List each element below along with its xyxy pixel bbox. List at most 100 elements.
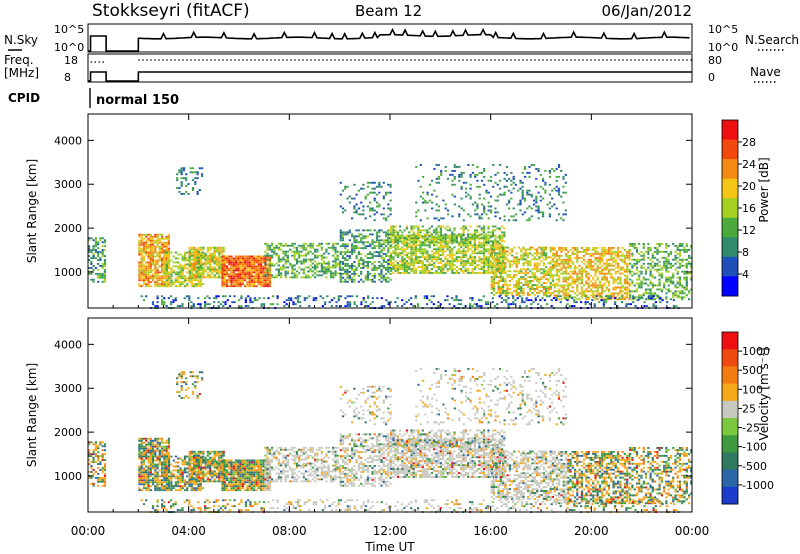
power-cell (545, 252, 548, 255)
power-cell (612, 286, 615, 289)
power-cell (237, 267, 240, 270)
power-cell (524, 268, 527, 271)
power-cell (607, 264, 611, 267)
power-cell (318, 242, 321, 245)
power-cell (103, 255, 107, 257)
power-cell (351, 251, 354, 254)
power-cell (526, 262, 530, 265)
power-cell (403, 254, 406, 257)
power-cell (669, 264, 673, 267)
power-cell (558, 264, 561, 267)
power-cell (524, 278, 527, 281)
power-cell (482, 246, 486, 249)
power-cell (487, 225, 490, 228)
power-cell (190, 264, 194, 267)
power-cell (188, 276, 191, 279)
power-cell (332, 272, 335, 275)
power-cell (491, 229, 495, 232)
power-cell (681, 270, 684, 273)
power-cell (259, 269, 263, 272)
power-cell (517, 262, 520, 265)
power-cell (181, 273, 184, 276)
power-cell (520, 276, 523, 279)
power-cell (202, 251, 205, 254)
power-cell (405, 238, 409, 241)
power-cell (676, 290, 679, 293)
power-cell (631, 270, 634, 273)
power-cell (545, 258, 548, 261)
power-cell (658, 264, 661, 267)
power-cell (302, 254, 305, 257)
power-cell (389, 301, 392, 304)
power-cell (373, 261, 376, 263)
power-cell (248, 263, 251, 266)
power-cell (626, 250, 629, 253)
power-cell (380, 272, 383, 275)
power-cell (364, 197, 367, 200)
power-cell (264, 273, 267, 276)
power-cell (373, 280, 376, 283)
power-cell (387, 183, 390, 186)
power-cell (230, 283, 233, 286)
power-cell (612, 296, 615, 299)
power-cell (469, 197, 472, 200)
power-cell (460, 303, 463, 306)
power-cell (403, 229, 406, 232)
power-cell (412, 244, 415, 247)
power-cell (177, 267, 180, 270)
power-cell (553, 260, 556, 263)
power-cell (506, 294, 509, 296)
power-cell (211, 256, 214, 259)
power-cell (255, 271, 258, 274)
power-cell (193, 252, 196, 255)
power-cell (508, 292, 511, 294)
power-cell (524, 262, 527, 265)
power-cell (511, 248, 514, 251)
power-cell (208, 297, 211, 300)
power-cell (378, 205, 381, 208)
power-cell (426, 237, 429, 240)
power-cell (506, 290, 509, 292)
power-cell (378, 191, 381, 194)
power-cell (506, 288, 509, 290)
freq-label-1: Freq. (4, 53, 34, 67)
power-cell (304, 258, 308, 261)
power-cell (387, 261, 390, 263)
power-cell (318, 274, 321, 277)
power-cell (266, 283, 269, 286)
power-cell (410, 254, 413, 257)
power-cell (594, 294, 597, 297)
power-cell (598, 286, 602, 289)
power-cell (392, 250, 395, 253)
power-cell (471, 236, 474, 239)
power-cell (239, 279, 242, 282)
power-cell (195, 285, 198, 288)
power-cell (228, 281, 231, 284)
power-cell (502, 276, 505, 279)
power-cell (649, 298, 652, 301)
power-cell (553, 254, 556, 257)
power-cell (658, 268, 661, 271)
power-cell (629, 262, 632, 265)
power-cell (485, 213, 488, 216)
power-cell (302, 268, 305, 271)
power-cell (94, 267, 97, 269)
power-cell (504, 284, 507, 286)
power-cell (167, 233, 170, 236)
power-cell (617, 250, 620, 253)
power-cell (605, 249, 608, 251)
power-cell (467, 262, 470, 264)
power-cell (557, 164, 561, 166)
power-cell (351, 253, 354, 255)
power-cell (460, 227, 463, 230)
power-cell (371, 181, 374, 184)
power-cell (553, 284, 556, 287)
power-cell (355, 267, 358, 269)
power-cell (492, 282, 496, 284)
power-cell (626, 286, 629, 289)
power-cell (147, 269, 150, 272)
power-cell (209, 270, 212, 273)
power-cell (633, 296, 636, 299)
power-cell (410, 241, 413, 244)
power-cell (498, 227, 501, 230)
